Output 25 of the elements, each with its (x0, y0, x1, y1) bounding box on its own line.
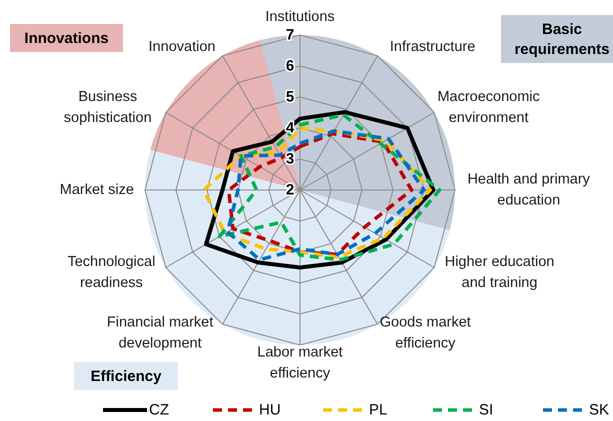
legend-label: SK (589, 402, 610, 418)
spoke-label: Institutions (265, 9, 335, 25)
spoke-label: Higher education and training (444, 254, 554, 291)
spoke-label: Goods market efficiency (380, 314, 471, 352)
spoke-label: Labor market efficiency (257, 344, 343, 382)
y-tick-label: 5 (286, 88, 294, 106)
spoke-label: Business sophistication (64, 89, 152, 126)
y-tick-label: 7 (286, 26, 294, 44)
spoke-label: Financial market development (106, 314, 214, 352)
spoke-label: Infrastructure (390, 39, 476, 56)
spoke-label: Innovation (148, 39, 216, 56)
legend-label: CZ (149, 402, 169, 418)
y-tick-label: 3 (286, 150, 294, 168)
spoke-label: Health and primary education (467, 172, 591, 208)
legend-label: HU (259, 402, 281, 418)
text: Innovations (24, 30, 109, 46)
spoke-label: Market size (60, 182, 134, 198)
y-tick-label: 2 (286, 182, 294, 198)
spoke-label: Technological readiness (67, 254, 156, 291)
legend-label: SI (479, 402, 494, 418)
y-tick-label: 6 (286, 58, 294, 74)
text: Efficiency (90, 368, 162, 384)
text: Basic requirements (514, 20, 610, 58)
spoke-label: Macroeconomic environment (437, 89, 540, 126)
legend-label: PL (369, 402, 388, 418)
